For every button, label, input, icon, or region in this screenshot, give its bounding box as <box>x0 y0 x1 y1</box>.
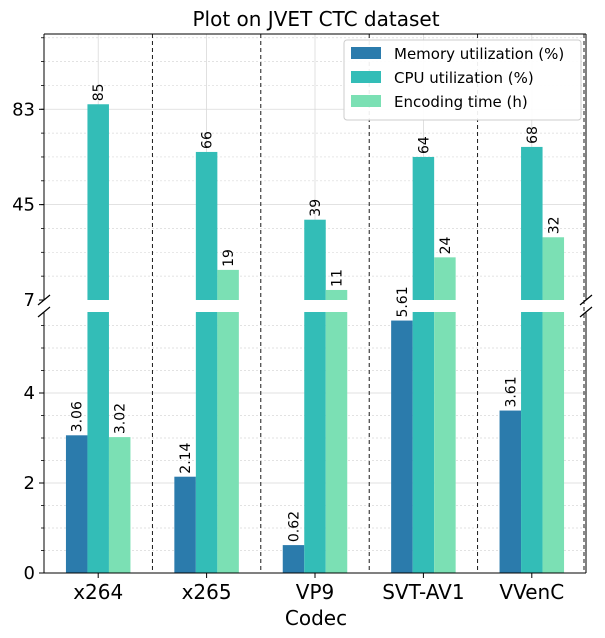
x-axis-label: Codec <box>285 606 347 630</box>
chart-title: Plot on JVET CTC dataset <box>192 7 439 31</box>
axis-break-mark <box>37 306 51 318</box>
y-tick-label: 7 <box>24 290 35 311</box>
bar-2-3-upper <box>434 257 456 300</box>
x-tick-label: SVT-AV1 <box>382 580 464 604</box>
bar-1-3-lower <box>412 312 435 573</box>
y-tick-label: 45 <box>12 195 35 216</box>
x-tick-label: VP9 <box>296 580 334 604</box>
bar-2-1-upper <box>217 269 239 300</box>
bar-2-2-upper <box>325 289 348 300</box>
bar-0-3 <box>391 320 413 573</box>
y-tick-label: 83 <box>12 99 35 120</box>
data-label-0-1: 2.14 <box>178 442 194 473</box>
bar-1-0-upper <box>87 104 109 300</box>
bar-1-1-upper <box>195 151 218 300</box>
bars-layer <box>65 104 565 573</box>
bar-2-4-upper <box>542 237 565 300</box>
bar-0-0 <box>65 435 88 573</box>
legend-swatch <box>351 95 381 107</box>
bar-0-1 <box>174 476 196 573</box>
data-label-0-3: 5.61 <box>395 286 411 317</box>
legend-box <box>343 39 582 121</box>
bar-2-0 <box>108 437 131 573</box>
labels-layer: 3.062.140.625.613.6185663964683.02191124… <box>12 33 593 604</box>
bar-1-3-upper <box>412 156 435 300</box>
bar-1-4-upper <box>521 146 543 300</box>
x-tick-label: VVenC <box>499 580 564 604</box>
bar-1-4-lower <box>521 312 543 573</box>
bar-2-4-lower <box>542 312 565 573</box>
legend: Memory utilization (%) CPU utilization (%… <box>343 39 582 121</box>
bar-2-3-lower <box>434 312 456 573</box>
axis-break-mark <box>579 306 593 318</box>
data-label-1-1: 66 <box>200 131 216 149</box>
bar-0-4 <box>499 410 522 573</box>
data-label-2-2: 11 <box>330 269 346 287</box>
x-tick-label: x264 <box>73 580 123 604</box>
bar-1-2-lower <box>304 312 326 573</box>
legend-label: Memory utilization (%) <box>394 45 564 63</box>
y-tick-label: 2 <box>24 473 35 494</box>
data-label-1-3: 64 <box>416 136 432 154</box>
bar-2-1-lower <box>217 312 239 573</box>
legend-label: CPU utilization (%) <box>394 69 534 87</box>
data-label-2-1: 19 <box>221 249 237 267</box>
data-label-0-2: 0.62 <box>287 511 303 542</box>
data-label-0-4: 3.61 <box>503 376 519 407</box>
data-label-2-3: 24 <box>438 236 454 254</box>
bar-0-2 <box>282 545 305 573</box>
bar-1-1-lower <box>195 312 218 573</box>
legend-label: Encoding time (h) <box>394 93 528 111</box>
data-label-1-0: 85 <box>91 83 107 101</box>
bar-2-2-lower <box>325 312 348 573</box>
x-tick-label: x265 <box>182 580 232 604</box>
data-label-2-4: 32 <box>546 216 562 234</box>
legend-swatch <box>351 47 381 59</box>
data-label-1-2: 39 <box>308 199 324 217</box>
y-tick-label: 0 <box>24 563 35 584</box>
axis-break-mark <box>579 294 593 306</box>
bar-1-2-upper <box>304 219 326 300</box>
data-label-0-0: 3.06 <box>70 401 86 432</box>
bar-1-0-lower <box>87 312 109 573</box>
data-label-1-4: 68 <box>525 126 541 144</box>
data-label-2-0: 3.02 <box>113 403 129 434</box>
legend-swatch <box>351 71 381 83</box>
y-tick-label: 4 <box>24 383 35 404</box>
